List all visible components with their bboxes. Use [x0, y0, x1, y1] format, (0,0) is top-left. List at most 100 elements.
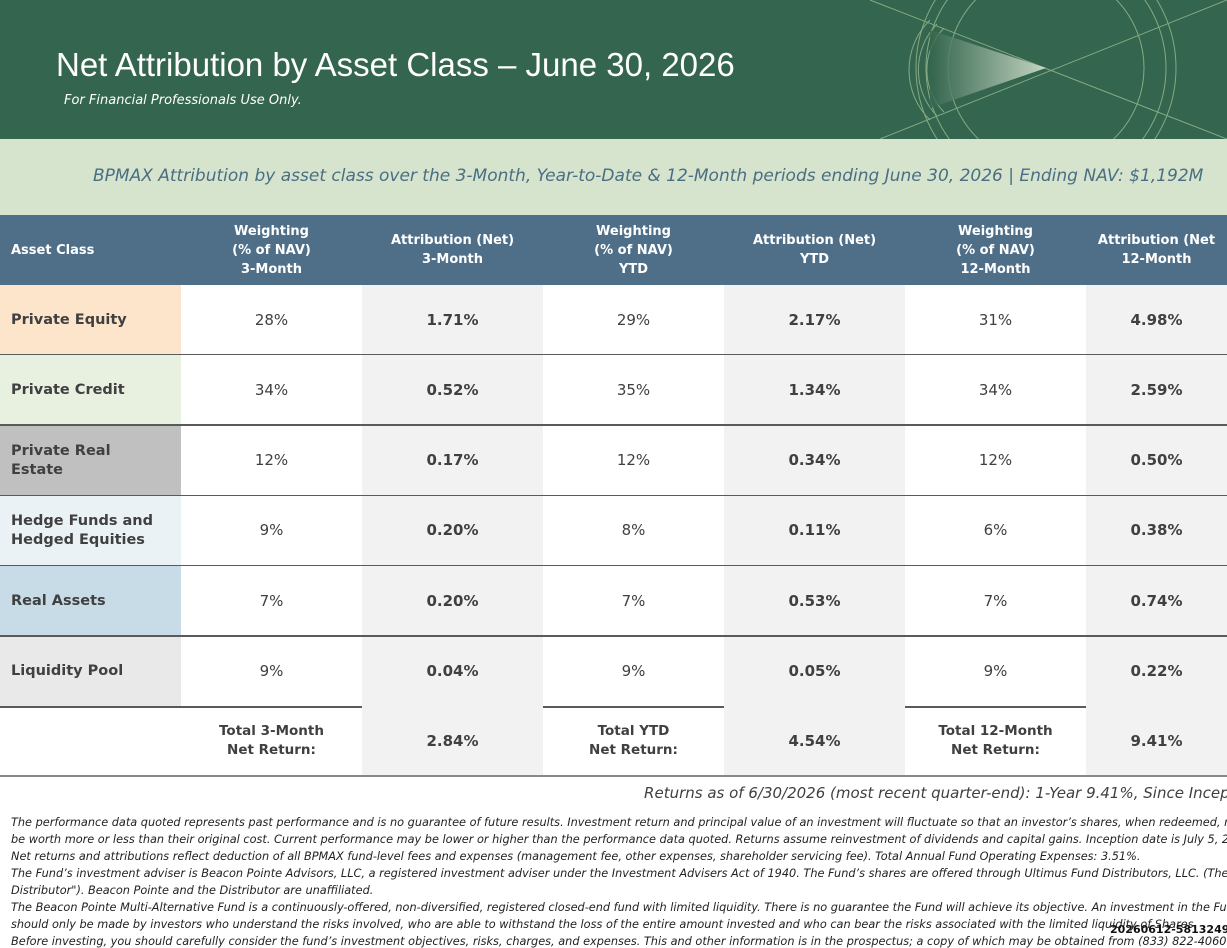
- footnote-text: Distributor"). Beacon Pointe and the Dis…: [11, 884, 374, 897]
- table-cell: 0.34%: [724, 425, 905, 496]
- table-cell: 7%: [905, 566, 1086, 637]
- footnote-line: The performance data quoted represents p…: [11, 816, 1227, 829]
- footnote-text: The Fund’s investment adviser is Beacon …: [11, 867, 1227, 880]
- footnote-line: should only be made by investors who und…: [11, 918, 1197, 931]
- cell-text: Liquidity Pool: [11, 663, 124, 679]
- column-header: Attribution (Net) 3-Month: [362, 215, 543, 285]
- table-cell: 12%: [543, 425, 724, 496]
- header-decoration: [869, 0, 1227, 139]
- total-label-line: Total YTD: [597, 723, 670, 739]
- cell-text: 29%: [616, 310, 651, 329]
- cell-text: 0.74%: [1130, 591, 1183, 610]
- cell-text: 9%: [983, 662, 1008, 680]
- table-cell: 0.52%: [362, 355, 543, 426]
- banner: [0, 139, 1227, 215]
- row-separator: [0, 354, 1227, 356]
- cell-text: 1.34%: [788, 380, 841, 399]
- cell-text: Private Equity: [11, 311, 127, 328]
- footnote-line: The Fund’s investment adviser is Beacon …: [11, 867, 1227, 880]
- header-line: (% of NAV): [232, 242, 311, 258]
- footnote-text: should only be made by investors who und…: [11, 918, 1198, 931]
- subtitle: For Financial Professionals Use Only.: [64, 93, 302, 108]
- table-cell: 29%: [543, 285, 724, 355]
- table-cell: 7%: [181, 566, 362, 637]
- column-header: Attribution (Net 12-Month: [1086, 215, 1227, 285]
- cell-text: 34%: [978, 380, 1013, 399]
- cell-text: 9%: [259, 662, 284, 680]
- column-header: Asset Class: [0, 215, 181, 285]
- cell-text: 0.04%: [426, 662, 479, 680]
- table-cell: 4.98%: [1086, 285, 1227, 355]
- table-cell: 0.20%: [362, 566, 543, 637]
- table-cell: 8%: [543, 495, 724, 566]
- total-label: Total 12-Month Net Return:: [905, 706, 1086, 776]
- header-line: Weighting: [234, 223, 309, 239]
- footnote-text: Before investing, you should carefully c…: [11, 935, 1227, 948]
- cell-text: 8%: [621, 521, 646, 540]
- row-separator: [0, 424, 1227, 427]
- header-line: (% of NAV): [956, 242, 1035, 258]
- cell-text: 7%: [621, 591, 646, 610]
- row-separator: [0, 705, 1227, 708]
- cell-text: 1.71%: [426, 310, 479, 329]
- cell-text: 34%: [254, 380, 289, 399]
- footnote-line: Net returns and attributions reflect ded…: [11, 850, 1140, 863]
- column-header: Weighting (% of NAV) 12-Month: [905, 215, 1086, 285]
- cell-text: 0.50%: [1130, 451, 1183, 470]
- header-line: 3-Month: [240, 261, 303, 277]
- table-cell: 35%: [543, 355, 724, 426]
- returns-note: Returns as of 6/30/2026 (most recent qua…: [644, 784, 1227, 802]
- table-cell: 28%: [181, 285, 362, 355]
- total-value-text: 4.54%: [788, 731, 841, 750]
- cell-text: 0.53%: [788, 591, 841, 610]
- footnote-text: The Beacon Pointe Multi-Alternative Fund…: [11, 901, 1227, 914]
- cell-text: 0.22%: [1130, 662, 1183, 680]
- cell-text: 7%: [259, 591, 284, 610]
- cell-text: 0.34%: [788, 451, 841, 470]
- row-separator: [0, 635, 1227, 638]
- header-line: (% of NAV): [594, 242, 673, 258]
- doc-code: 20260612-5813249: [1110, 923, 1227, 936]
- table-cell: 0.20%: [362, 495, 543, 566]
- cell-text: 4.98%: [1130, 310, 1183, 329]
- table-cell: 12%: [905, 425, 1086, 496]
- footnote-text: be worth more or less than their origina…: [11, 833, 1227, 846]
- footnote-line: The Beacon Pointe Multi-Alternative Fund…: [11, 901, 1227, 914]
- cell-text: 9%: [621, 662, 646, 680]
- row-label: Hedge Funds and Hedged Equities: [0, 495, 181, 566]
- total-value: 4.54%: [724, 706, 905, 776]
- total-label: Total 3-Month Net Return:: [181, 706, 362, 776]
- table-cell: 0.38%: [1086, 495, 1227, 566]
- total-value: 9.41%: [1086, 706, 1227, 776]
- table-cell: 9%: [181, 495, 362, 566]
- total-value: 2.84%: [362, 706, 543, 776]
- table-cell: 7%: [543, 566, 724, 637]
- table-cell: 0.04%: [362, 636, 543, 707]
- table-cell: 9%: [543, 636, 724, 707]
- header-line: 12-Month: [960, 261, 1031, 277]
- total-label-line: Net Return:: [227, 742, 316, 758]
- footnote-line: be worth more or less than their origina…: [11, 833, 1227, 846]
- cell-text: 12%: [616, 451, 651, 470]
- table-cell: 9%: [181, 636, 362, 707]
- table-cell: 34%: [181, 355, 362, 426]
- cell-text: Private Real Estate: [11, 442, 111, 478]
- table-bottom-border: [0, 775, 1227, 777]
- total-label-line: Net Return:: [951, 742, 1040, 758]
- cell-text: 7%: [983, 591, 1008, 610]
- cell-text: 28%: [254, 310, 289, 329]
- table-cell: 0.50%: [1086, 425, 1227, 496]
- cell-text: 6%: [983, 521, 1008, 540]
- header-line: Attribution (Net: [1097, 233, 1216, 248]
- table-cell: 0.74%: [1086, 566, 1227, 637]
- table-cell: 31%: [905, 285, 1086, 355]
- column-header: Weighting (% of NAV) 3-Month: [181, 215, 362, 285]
- cell-text: Hedge Funds and Hedged Equities: [11, 512, 153, 548]
- total-label-line: Total 12-Month: [938, 723, 1053, 739]
- row-separator: [0, 494, 1227, 497]
- table-cell: 0.05%: [724, 636, 905, 707]
- table-cell: 0.11%: [724, 495, 905, 566]
- header-line: YTD: [618, 261, 649, 277]
- cell-text: 35%: [616, 380, 651, 399]
